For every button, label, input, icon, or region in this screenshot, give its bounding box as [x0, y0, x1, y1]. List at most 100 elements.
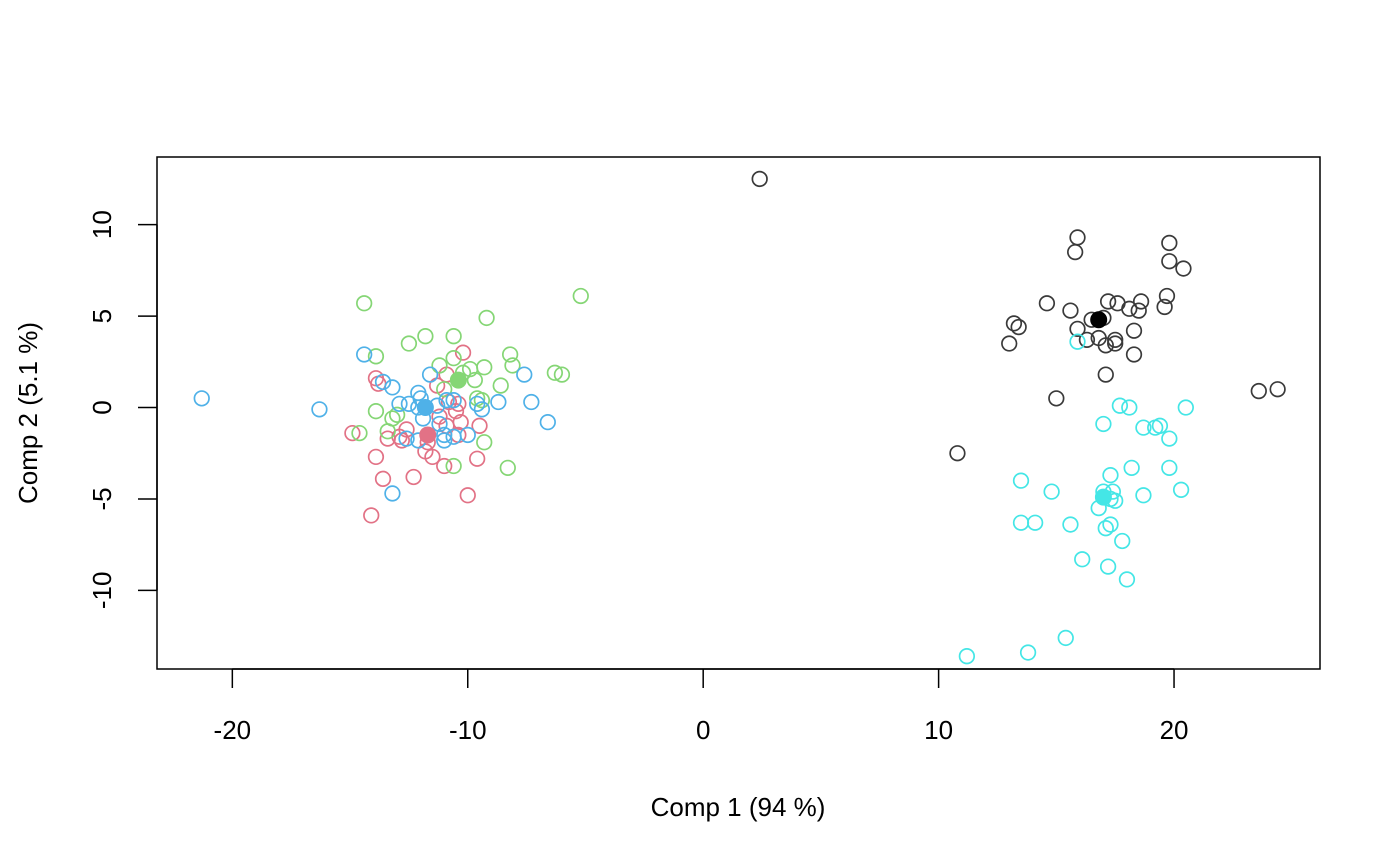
y-tick-label: 0 [87, 400, 117, 414]
data-point [459, 426, 476, 444]
x-tick-label: 0 [696, 715, 710, 745]
data-point [1107, 331, 1124, 349]
data-point [417, 328, 434, 345]
data-point [1114, 532, 1131, 550]
data-point [1135, 419, 1152, 436]
data-point [391, 395, 408, 413]
data-point [1132, 293, 1150, 310]
data-point [469, 450, 486, 467]
y-axis-label: Comp 2 (5.1 %) [13, 322, 43, 504]
data-point [1158, 287, 1176, 305]
y-axis: -10 -5 0 5 10 [87, 210, 158, 609]
data-point [1156, 298, 1173, 316]
data-point [1151, 417, 1169, 434]
data-point [1097, 520, 1114, 537]
x-axis-label: Comp 1 (94 %) [651, 792, 826, 822]
data-point [431, 357, 448, 374]
data-point [469, 390, 486, 407]
data-point [351, 424, 368, 442]
data-point [490, 393, 507, 411]
data-point [438, 392, 455, 409]
data-point [471, 417, 488, 434]
data-point [1161, 253, 1178, 270]
data-point [363, 507, 380, 524]
data-point [400, 335, 418, 352]
data-point [400, 395, 418, 413]
data-point [572, 287, 589, 305]
data-point [1062, 302, 1079, 319]
data-point [356, 295, 373, 312]
data-point [1123, 459, 1140, 477]
y-tick-label: -5 [87, 487, 117, 510]
x-axis: -20 -10 0 10 20 [214, 668, 1188, 745]
data-point [476, 359, 493, 376]
data-point [436, 381, 453, 398]
data-point [398, 430, 415, 447]
data-point [1005, 315, 1023, 332]
data-point [1125, 322, 1143, 339]
data-point [1067, 243, 1084, 261]
data-point [469, 395, 486, 413]
data-point [1099, 558, 1117, 575]
data-point [1001, 335, 1018, 352]
data-point [405, 468, 422, 486]
data-point [344, 424, 361, 442]
data-point [436, 426, 453, 444]
data-point [1097, 366, 1114, 383]
data-point [1177, 399, 1194, 416]
data-point [1095, 415, 1112, 433]
data-point [516, 366, 533, 383]
data-point [1161, 234, 1178, 252]
data-point [1111, 397, 1129, 414]
data-point [546, 364, 564, 381]
data-point [1125, 346, 1143, 363]
data-point [958, 648, 976, 665]
data-point [1078, 331, 1096, 349]
data-point [374, 373, 392, 391]
data-point [1062, 516, 1079, 533]
data-point [1038, 295, 1056, 312]
data-point [445, 457, 462, 475]
centroid-point [449, 371, 467, 389]
data-point [476, 434, 493, 451]
data-point [1069, 320, 1086, 338]
data-point [356, 346, 373, 363]
data-point [501, 346, 519, 363]
data-point [445, 328, 462, 345]
data-point [1102, 467, 1119, 484]
data-point [1161, 459, 1178, 477]
data-point [499, 459, 516, 477]
data-point [1130, 302, 1147, 319]
data-point [1026, 514, 1044, 531]
data-point [1069, 333, 1086, 350]
data-point [466, 371, 483, 389]
data-point [1121, 399, 1138, 416]
data-point [1250, 382, 1267, 400]
data-point [1019, 644, 1037, 661]
data-point [445, 349, 462, 367]
data-point [450, 395, 467, 413]
data-point [1010, 318, 1027, 336]
data-point [1097, 337, 1114, 354]
data-point [379, 423, 396, 440]
data-point [539, 413, 556, 431]
data-point [473, 401, 491, 418]
data-point [193, 390, 210, 407]
x-tick-label: -20 [214, 715, 252, 745]
data-point [421, 366, 439, 383]
data-point [504, 357, 521, 374]
data-point [523, 393, 540, 411]
data-point [1012, 472, 1030, 489]
data-point [388, 406, 406, 423]
data-point [1135, 487, 1152, 504]
data-point [452, 413, 469, 431]
data-point [367, 448, 385, 466]
data-point [431, 415, 448, 433]
data-point [751, 170, 768, 188]
data-point [1048, 390, 1065, 407]
data-point [553, 366, 571, 383]
data-point [384, 379, 401, 396]
data-point [367, 348, 385, 365]
